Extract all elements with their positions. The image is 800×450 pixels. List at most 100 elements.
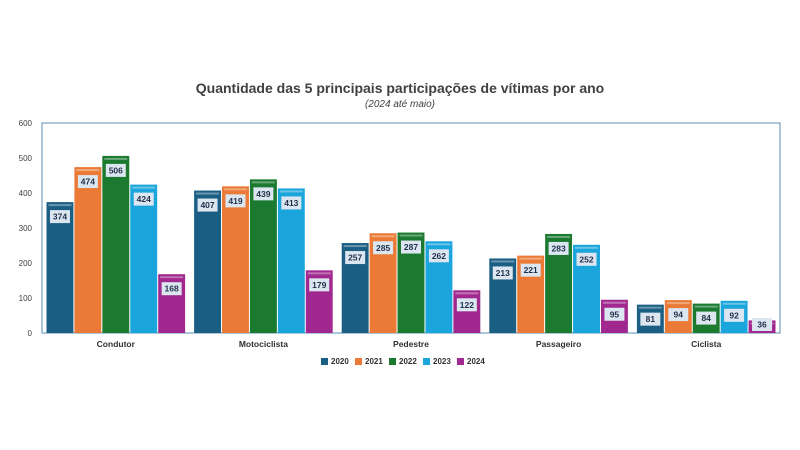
legend-swatch (355, 358, 362, 365)
data-label-box (309, 278, 330, 292)
data-label: 413 (284, 198, 298, 208)
data-label-box (281, 196, 302, 210)
bar-2021-condutor (74, 167, 102, 333)
bar-highlight (399, 234, 423, 237)
data-label-box (724, 308, 745, 322)
bar-highlight (602, 301, 626, 304)
bar-highlight (694, 305, 718, 308)
y-tick-label: 600 (19, 119, 33, 128)
category-label: Motociclista (239, 339, 288, 349)
data-label: 257 (348, 253, 362, 263)
bars-group: 374 474 506 424 168 407 419 439 413 179 257 285 287 2… (46, 155, 776, 333)
legend-label: 2021 (365, 357, 383, 366)
data-label-box (373, 241, 394, 255)
legend-label: 2020 (331, 357, 349, 366)
data-label: 36 (757, 320, 767, 330)
data-label: 419 (228, 196, 242, 206)
bar-highlight (307, 272, 331, 275)
legend-label: 2023 (433, 357, 451, 366)
data-label-box (105, 163, 126, 177)
legend: 2020 2021 2022 2023 2024 (321, 357, 485, 366)
data-label-box (696, 311, 717, 325)
chart-subtitle: (2024 até maio) (364, 99, 436, 110)
bar-highlight (371, 235, 395, 238)
data-label: 92 (729, 310, 739, 320)
legend-swatch (457, 358, 464, 365)
bar-highlight (196, 192, 220, 195)
data-label: 424 (137, 194, 151, 204)
data-label-box (161, 282, 182, 296)
y-tick-label: 400 (19, 189, 33, 198)
data-label: 122 (460, 300, 474, 310)
bar-2023-condutor (130, 184, 158, 333)
legend-swatch (389, 358, 396, 365)
data-label-box (548, 241, 569, 255)
data-label: 262 (432, 251, 446, 261)
bar-highlight (722, 302, 746, 305)
bar-2021-motociclista (222, 186, 249, 333)
legend-label: 2022 (399, 357, 417, 366)
data-label: 506 (109, 165, 123, 175)
data-label-box (225, 194, 246, 208)
bar-highlight (638, 306, 662, 309)
bar-highlight (666, 302, 690, 305)
y-tick-label: 300 (19, 224, 33, 233)
data-label-box (604, 307, 625, 321)
data-label-box (752, 318, 773, 331)
data-label-box (401, 240, 421, 254)
data-label-box (668, 308, 689, 322)
y-tick-label: 100 (19, 294, 33, 303)
bar-2020-motociclista (194, 190, 222, 333)
legend-swatch (423, 358, 430, 365)
category-labels: Condutor Motociclista Pedestre Passageiro Ci… (97, 339, 722, 349)
data-label-box (640, 312, 661, 326)
bar-highlight (251, 181, 275, 184)
data-label: 213 (496, 268, 510, 278)
data-label-box (197, 198, 218, 212)
data-label-box (77, 175, 98, 189)
data-label: 94 (674, 310, 684, 320)
chart-title: Quantidade das 5 principais participaçõe… (195, 80, 605, 96)
y-axis: 0 100 200 300 400 500 600 (19, 119, 33, 338)
bar-highlight (519, 257, 543, 260)
bar-highlight (427, 243, 451, 246)
bar-highlight (491, 260, 515, 263)
legend-swatch (321, 358, 328, 365)
bar-2024-pedestre (453, 290, 481, 333)
data-label: 407 (200, 200, 214, 210)
data-label-box (253, 187, 274, 201)
bar-highlight (132, 186, 156, 189)
bar-2020-condutor (46, 202, 74, 333)
data-label: 287 (404, 242, 418, 252)
bar-highlight (160, 276, 184, 279)
data-label-box (49, 210, 70, 224)
data-label-box (428, 249, 449, 263)
data-label: 474 (81, 177, 95, 187)
bar-2023-motociclista (277, 188, 305, 333)
bar-highlight (547, 235, 571, 238)
bar-highlight (76, 169, 100, 172)
bar-2022-condutor (102, 155, 130, 333)
category-label: Ciclista (691, 339, 722, 349)
data-label: 84 (701, 313, 711, 323)
y-tick-label: 200 (19, 259, 33, 268)
bar-2022-motociclista (249, 179, 277, 333)
data-label: 168 (165, 284, 179, 294)
bar-highlight (224, 188, 247, 191)
bar-highlight (279, 190, 303, 193)
data-label-box (456, 298, 477, 312)
bar-highlight (455, 292, 479, 295)
data-label-box (492, 266, 513, 280)
data-label-box (133, 192, 154, 206)
y-tick-label: 0 (28, 329, 33, 338)
bar-highlight (48, 204, 72, 207)
data-label: 374 (53, 212, 67, 222)
legend-label: 2024 (467, 357, 485, 366)
data-label-box (345, 251, 366, 265)
bar-highlight (104, 157, 128, 160)
bar-highlight (575, 246, 598, 249)
data-label: 81 (646, 314, 656, 324)
data-label: 252 (579, 254, 593, 264)
data-label: 285 (376, 243, 390, 253)
